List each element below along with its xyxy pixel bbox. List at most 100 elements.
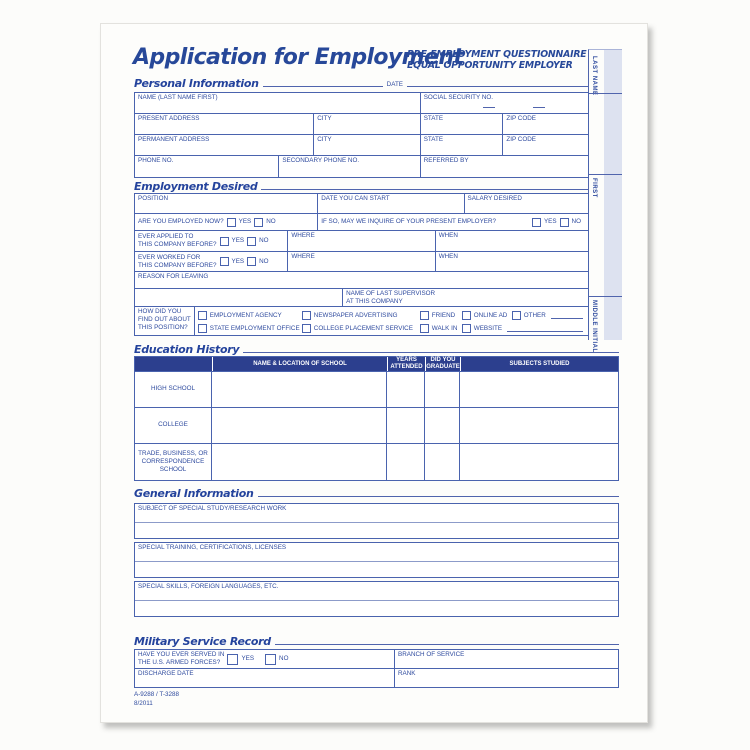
friend-checkbox[interactable] (419, 311, 429, 320)
rank-field[interactable]: RANK (398, 670, 416, 677)
school-column-header: NAME & LOCATION OF SCHOOL (212, 357, 387, 371)
ever-applied-when-field[interactable]: WHEN (438, 232, 458, 239)
special-training-field[interactable]: SPECIAL TRAINING, CERTIFICATIONS, LICENS… (134, 542, 619, 578)
permanent-state-field[interactable]: STATE (421, 135, 504, 155)
ssn-dash (482, 107, 495, 108)
present-city-field[interactable]: CITY (314, 114, 421, 134)
strip-last-name-label: LAST NAME (591, 56, 597, 96)
high-school-graduate-field[interactable] (425, 372, 460, 407)
reason-for-leaving-field[interactable]: REASON FOR LEAVING (138, 273, 209, 280)
write-line (135, 600, 618, 601)
present-state-field[interactable]: STATE (421, 114, 504, 134)
strip-middle-initial-label: MIDDLE INITIAL (591, 300, 597, 353)
employment-desired-table: POSITION DATE YOU CAN START SALARY DESIR… (134, 193, 589, 336)
other-checkbox[interactable] (511, 311, 521, 320)
present-zip-field[interactable]: ZIP CODE (506, 115, 536, 122)
ever-applied-no-checkbox[interactable] (247, 236, 257, 246)
years-attended-column-header: YEARS ATTENDED (387, 357, 425, 371)
inquire-yes-checkbox[interactable] (531, 217, 541, 227)
employment-agency-checkbox[interactable] (197, 311, 207, 320)
ever-applied-yes-checkbox[interactable] (219, 236, 229, 246)
ever-applied-where-field[interactable]: WHERE (288, 231, 436, 251)
college-name-field[interactable] (212, 408, 387, 443)
education-row-label-column (135, 357, 212, 371)
employment-desired-heading: Employment Desired (134, 180, 258, 193)
online-ad-checkbox[interactable] (461, 311, 471, 320)
strip-divider (589, 174, 622, 175)
how-found-question: HOW DID YOU FIND OUT ABOUT THIS POSITION? (135, 307, 195, 335)
high-school-subjects-field[interactable] (460, 372, 618, 407)
trade-school-name-field[interactable] (212, 444, 387, 480)
ever-worked-where-field[interactable]: WHERE (288, 252, 436, 271)
high-school-years-field[interactable] (387, 372, 425, 407)
employed-now-yes-checkbox[interactable] (226, 217, 236, 227)
write-line (135, 561, 618, 562)
ever-worked-yes-checkbox[interactable] (219, 257, 229, 266)
state-employment-office-checkbox[interactable] (197, 324, 207, 333)
permanent-address-field[interactable]: PERMANENT ADDRESS (135, 135, 315, 155)
military-service-table: HAVE YOU EVER SERVED IN THE U.S. ARMED FO… (134, 649, 619, 688)
armed-forces-yes-checkbox[interactable] (227, 653, 239, 665)
name-field[interactable]: NAME (LAST NAME FIRST) (135, 93, 421, 113)
employment-desired-heading-row: Employment Desired (134, 180, 589, 193)
armed-forces-no-checkbox[interactable] (265, 653, 277, 665)
college-placement-service-checkbox[interactable] (301, 324, 311, 333)
form-number-footer: A-9288 / T-3288 8/2011 (134, 691, 179, 708)
trade-school-subjects-field[interactable] (460, 444, 618, 480)
form-revision-date: 8/2011 (134, 699, 153, 707)
branch-of-service-field[interactable]: BRANCH OF SERVICE (398, 651, 465, 658)
inquire-no-checkbox[interactable] (559, 217, 569, 227)
general-information-heading: General Information (134, 487, 254, 500)
ever-worked-when-field[interactable]: WHEN (438, 253, 458, 260)
inquire-employer-question: IF SO, MAY WE INQUIRE OF YOUR PRESENT EM… (321, 217, 581, 227)
subtitle-line-1: PRE-EMPLOYMENT QUESTIONNAIRE (407, 49, 587, 60)
present-address-field[interactable]: PRESENT ADDRESS (135, 114, 315, 134)
trade-school-graduate-field[interactable] (425, 444, 460, 480)
strip-divider (589, 93, 622, 94)
education-row-college: COLLEGE (135, 408, 618, 444)
phone-field[interactable]: PHONE NO. (135, 156, 280, 177)
special-study-field[interactable]: SUBJECT OF SPECIAL STUDY/RESEARCH WORK (134, 503, 619, 539)
special-skills-field[interactable]: SPECIAL SKILLS, FOREIGN LANGUAGES, ETC. (134, 581, 619, 617)
date-can-start-field[interactable]: DATE YOU CAN START (318, 194, 465, 213)
newspaper-advertising-checkbox[interactable] (301, 311, 311, 320)
website-write-in-line[interactable] (507, 325, 583, 332)
college-graduate-field[interactable] (425, 408, 460, 443)
discharge-date-field[interactable]: DISCHARGE DATE (135, 669, 395, 687)
subtitle-line-2: EQUAL OPPORTUNITY EMPLOYER (407, 60, 573, 72)
permanent-city-field[interactable]: CITY (314, 135, 421, 155)
how-found-options: EMPLOYMENT AGENCY NEWSPAPER ADVERTISING … (195, 307, 588, 335)
page-subtitle: PRE-EMPLOYMENT QUESTIONNAIRE EQUAL OPPOR… (407, 49, 587, 72)
high-school-label: HIGH SCHOOL (135, 372, 212, 407)
date-line[interactable] (407, 86, 589, 87)
referred-by-field[interactable]: REFERRED BY (423, 157, 469, 164)
high-school-name-field[interactable] (212, 372, 387, 407)
other-write-in-line[interactable] (550, 312, 583, 319)
salary-desired-field[interactable]: SALARY DESIRED (467, 195, 522, 202)
education-history-heading-row: Education History (134, 343, 619, 356)
education-history-heading: Education History (134, 343, 240, 356)
secondary-phone-field[interactable]: SECONDARY PHONE NO. (279, 156, 421, 177)
position-field[interactable]: POSITION (135, 194, 319, 213)
military-service-heading-row: Military Service Record (134, 635, 619, 648)
permanent-zip-field[interactable]: ZIP CODE (506, 136, 536, 143)
education-history-table: NAME & LOCATION OF SCHOOL YEARS ATTENDED… (134, 356, 619, 481)
page-title: Application for Employment (133, 45, 464, 70)
walk-in-checkbox[interactable] (419, 324, 429, 333)
application-form-page: Application for Employment PRE-EMPLOYMEN… (100, 23, 648, 723)
personal-info-heading-row: Personal Information DATE (134, 77, 589, 90)
last-supervisor-field[interactable]: NAME OF LAST SUPERVISOR AT THIS COMPANY (346, 290, 436, 305)
reason-continuation-field[interactable] (135, 289, 344, 306)
employed-now-no-checkbox[interactable] (254, 217, 264, 227)
heading-rule (257, 496, 619, 497)
education-row-high-school: HIGH SCHOOL (135, 372, 618, 408)
ssn-field[interactable]: SOCIAL SECURITY NO. (421, 93, 588, 113)
heading-rule (243, 352, 619, 353)
website-checkbox[interactable] (461, 324, 471, 333)
trade-school-years-field[interactable] (387, 444, 425, 480)
college-subjects-field[interactable] (460, 408, 618, 443)
college-label: COLLEGE (135, 408, 212, 443)
ever-worked-no-checkbox[interactable] (247, 257, 257, 266)
college-years-field[interactable] (387, 408, 425, 443)
heading-rule (274, 644, 619, 645)
